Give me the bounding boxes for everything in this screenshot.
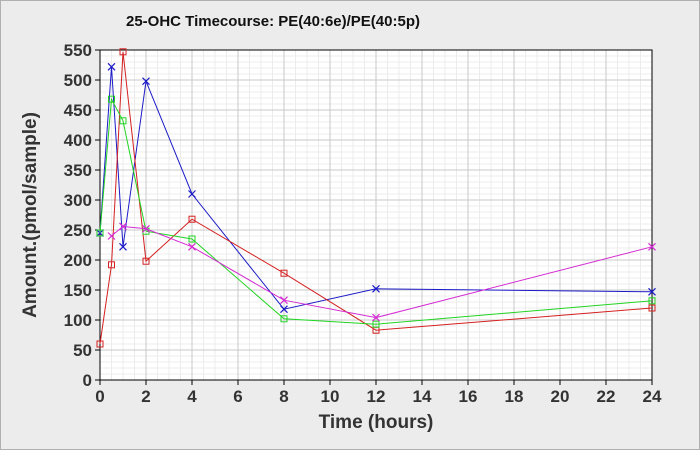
data-point <box>108 95 115 103</box>
data-point <box>107 232 116 240</box>
data-point <box>142 224 150 233</box>
series-2 <box>96 48 656 348</box>
data-point <box>188 190 196 198</box>
y-tick-label: 500 <box>64 71 92 90</box>
data-point <box>188 235 196 243</box>
x-tick-label: 14 <box>413 387 432 406</box>
series-1 <box>96 62 656 314</box>
x-tick-label: 6 <box>233 387 242 406</box>
x-axis-ticks: 0 2 4 6 8 10 12 14 16 18 20 22 24 <box>95 380 662 406</box>
x-tick-label: 2 <box>141 387 150 406</box>
x-tick-label: 22 <box>597 387 616 406</box>
y-tick-label: 100 <box>64 311 92 330</box>
x-tick-label: 10 <box>321 387 340 406</box>
series-4 <box>107 222 656 322</box>
data-point <box>96 229 104 237</box>
chart-title: 25-OHC Timecourse: PE(40:6e)/PE(40:5p) <box>126 13 420 30</box>
series-layer <box>96 48 656 348</box>
x-tick-label: 12 <box>367 387 386 406</box>
x-axis-title: Time (hours) <box>319 412 434 433</box>
data-point <box>280 269 288 277</box>
data-point <box>280 315 288 323</box>
y-tick-label: 50 <box>73 341 92 360</box>
x-tick-label: 8 <box>279 387 288 406</box>
x-tick-label: 4 <box>187 387 197 406</box>
y-axis-title: Amount.(pmol/sample) <box>20 112 41 318</box>
y-tick-label: 0 <box>83 371 92 390</box>
y-tick-label: 450 <box>64 101 92 120</box>
series-line <box>99 66 653 310</box>
data-point <box>280 305 288 314</box>
data-point <box>119 48 127 56</box>
data-point <box>648 287 656 296</box>
data-point <box>119 222 127 231</box>
data-point <box>188 242 196 251</box>
data-point <box>648 297 656 305</box>
y-tick-label: 150 <box>64 281 92 300</box>
data-point <box>119 117 127 125</box>
y-tick-label: 300 <box>64 191 92 210</box>
data-point <box>648 304 656 312</box>
data-point <box>108 261 115 269</box>
data-point <box>142 257 150 265</box>
y-tick-label: 350 <box>64 161 92 180</box>
x-tick-label: 20 <box>551 387 570 406</box>
y-tick-label: 400 <box>64 131 92 150</box>
data-point <box>372 284 380 293</box>
y-tick-label: 550 <box>64 41 92 60</box>
data-point <box>188 215 196 223</box>
x-tick-label: 0 <box>95 387 104 406</box>
data-point <box>107 62 116 71</box>
data-point <box>142 77 150 86</box>
x-tick-label: 24 <box>643 387 662 406</box>
data-point <box>96 340 104 348</box>
data-point <box>372 313 380 322</box>
series-line <box>99 97 653 325</box>
data-point <box>648 242 656 251</box>
data-point <box>280 296 288 305</box>
data-point <box>372 320 380 328</box>
x-tick-label: 18 <box>505 387 524 406</box>
series-3 <box>96 95 656 328</box>
y-axis-ticks: 0 50 100 150 200 250 300 350 400 450 500 550 <box>64 41 100 390</box>
y-tick-label: 250 <box>64 221 92 240</box>
y-tick-label: 200 <box>64 251 92 270</box>
series-line <box>99 51 653 345</box>
x-tick-label: 16 <box>459 387 478 406</box>
data-point <box>119 242 127 251</box>
